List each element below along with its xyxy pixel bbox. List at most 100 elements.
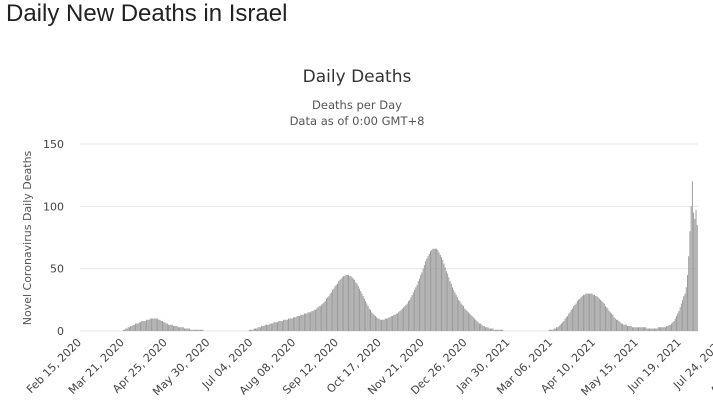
deaths-bar — [327, 297, 329, 331]
deaths-bar — [291, 318, 293, 331]
deaths-bar — [253, 328, 255, 331]
deaths-bar — [131, 326, 133, 331]
deaths-bar — [198, 329, 200, 331]
deaths-bar — [411, 294, 413, 331]
deaths-bar — [627, 326, 628, 331]
deaths-bar — [179, 327, 181, 331]
deaths-bar — [401, 308, 403, 331]
deaths-bar — [274, 322, 276, 331]
deaths-bar — [248, 329, 250, 331]
deaths-bar — [650, 328, 652, 331]
deaths-bar — [448, 277, 450, 331]
deaths-bar — [322, 303, 324, 331]
deaths-bar — [138, 322, 140, 331]
deaths-bar — [294, 317, 296, 331]
deaths-bar — [600, 299, 602, 331]
deaths-bar — [568, 313, 570, 331]
deaths-bar — [464, 308, 466, 331]
deaths-bar — [177, 327, 179, 331]
deaths-bar — [374, 316, 376, 331]
deaths-bar — [489, 328, 491, 331]
deaths-bar — [343, 276, 345, 331]
deaths-bar — [263, 326, 265, 331]
deaths-bar — [421, 272, 423, 331]
deaths-bar — [388, 317, 390, 331]
y-tick-labels: 0 50 100 150 — [43, 138, 64, 338]
deaths-bar — [329, 293, 331, 331]
deaths-bar — [163, 322, 165, 331]
deaths-bar — [653, 328, 655, 331]
deaths-bar — [272, 323, 274, 331]
deaths-bar — [352, 278, 354, 331]
deaths-bar — [409, 299, 411, 331]
deaths-bar — [488, 328, 490, 331]
deaths-bar — [122, 329, 124, 331]
deaths-bar — [445, 271, 447, 331]
deaths-bar — [667, 326, 669, 331]
deaths-bar — [696, 225, 698, 331]
deaths-bar — [471, 316, 473, 331]
deaths-bar — [553, 328, 555, 331]
deaths-bar — [142, 321, 144, 331]
deaths-bar — [563, 321, 565, 331]
deaths-bar — [300, 314, 302, 331]
deaths-bar — [279, 321, 281, 331]
deaths-bar — [377, 318, 379, 331]
deaths-bar — [288, 318, 290, 331]
deaths-bar — [360, 291, 362, 331]
deaths-bar — [262, 326, 264, 331]
deaths-bar — [475, 319, 477, 331]
deaths-bar — [548, 329, 550, 331]
deaths-bar — [647, 328, 649, 331]
deaths-bar — [170, 324, 172, 331]
deaths-bar — [589, 293, 591, 331]
deaths-bar — [264, 324, 266, 331]
chart-title: Daily Deaths — [303, 67, 412, 87]
deaths-bar — [147, 319, 149, 331]
deaths-bar — [196, 329, 198, 331]
deaths-bar — [581, 296, 583, 331]
deaths-bar — [575, 303, 577, 331]
deaths-bar — [658, 327, 660, 331]
deaths-bar — [597, 297, 599, 331]
deaths-bar — [335, 284, 337, 331]
deaths-bar — [423, 264, 425, 331]
deaths-bar — [168, 324, 170, 331]
deaths-bar — [125, 328, 127, 331]
deaths-bar — [250, 329, 252, 331]
deaths-bar — [552, 329, 554, 331]
deaths-bar — [176, 326, 178, 331]
deaths-bar — [334, 286, 336, 331]
deaths-bar — [661, 327, 663, 331]
deaths-bar — [441, 257, 442, 331]
deaths-bar — [573, 306, 575, 331]
deaths-bar — [351, 277, 353, 331]
deaths-bar — [614, 318, 616, 331]
deaths-bar — [283, 319, 285, 331]
deaths-bar — [192, 329, 194, 331]
deaths-bar — [663, 327, 665, 331]
deaths-bar — [269, 323, 271, 331]
deaths-bar — [190, 329, 192, 331]
deaths-bar — [646, 328, 648, 331]
deaths-bar — [379, 319, 381, 331]
deaths-bar — [180, 327, 182, 331]
deaths-bar — [399, 311, 401, 331]
deaths-bar — [671, 323, 673, 331]
deaths-bar — [480, 323, 482, 331]
deaths-bar — [308, 312, 310, 331]
deaths-bar — [578, 299, 580, 331]
deaths-bar — [268, 324, 270, 331]
deaths-bar — [682, 299, 684, 331]
deaths-bar — [683, 296, 685, 331]
deaths-bar — [567, 316, 569, 331]
deaths-bar — [587, 293, 589, 331]
deaths-bar — [571, 308, 573, 331]
deaths-bar — [400, 309, 402, 331]
deaths-bar — [691, 181, 693, 331]
deaths-bar — [410, 297, 412, 331]
deaths-bar — [292, 317, 294, 331]
deaths-bar — [585, 293, 587, 331]
deaths-bar — [390, 316, 392, 331]
deaths-bar — [166, 323, 168, 331]
